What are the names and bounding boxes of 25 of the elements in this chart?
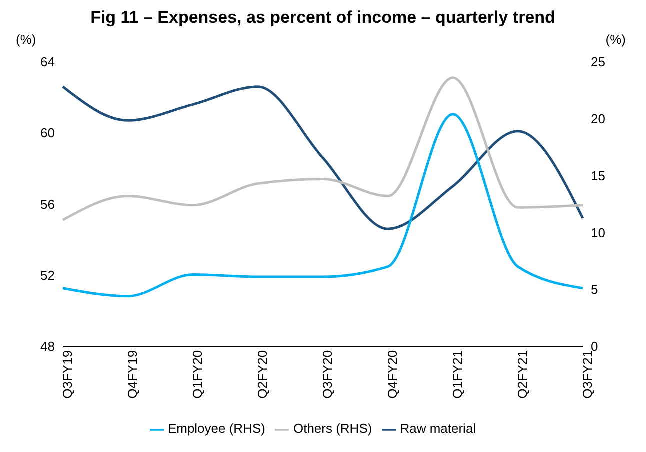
x-tick-label: Q1FY20 <box>190 350 206 399</box>
chart-title: Fig 11 – Expenses, as percent of income – quarterly trend <box>90 8 556 29</box>
x-tick-label: Q1FY21 <box>450 350 466 399</box>
y2-tick-label: 10 <box>591 225 606 240</box>
y2-tick-label: 15 <box>591 168 606 184</box>
x-tick-label: Q3FY20 <box>320 350 336 399</box>
y-tick-label: 64 <box>40 54 55 70</box>
y-tick-label: 60 <box>40 126 55 141</box>
x-tick-label: Q4FY20 <box>385 350 400 399</box>
legend-label: Raw material <box>400 421 476 436</box>
legend-label: Others (RHS) <box>293 421 372 436</box>
legend-label: Employee (RHS) <box>168 421 266 436</box>
x-tick-label: Q4FY19 <box>125 350 140 399</box>
line-series <box>62 113 584 298</box>
y-axis-title: (%) <box>16 32 36 47</box>
y-tick-label: 52 <box>40 268 55 283</box>
y2-tick-label: 25 <box>591 54 606 70</box>
y2-tick-label: 5 <box>591 282 598 298</box>
y2-tick-label: 20 <box>591 112 606 126</box>
y-tick-label: 56 <box>40 196 55 212</box>
x-tick-label: Q3FY19 <box>60 350 76 399</box>
x-tick-label: Q2FY21 <box>515 350 530 399</box>
y2-axis-title: (%) <box>606 32 626 47</box>
y-tick-label: 48 <box>40 339 55 354</box>
x-tick-label: Q2FY20 <box>255 350 270 399</box>
